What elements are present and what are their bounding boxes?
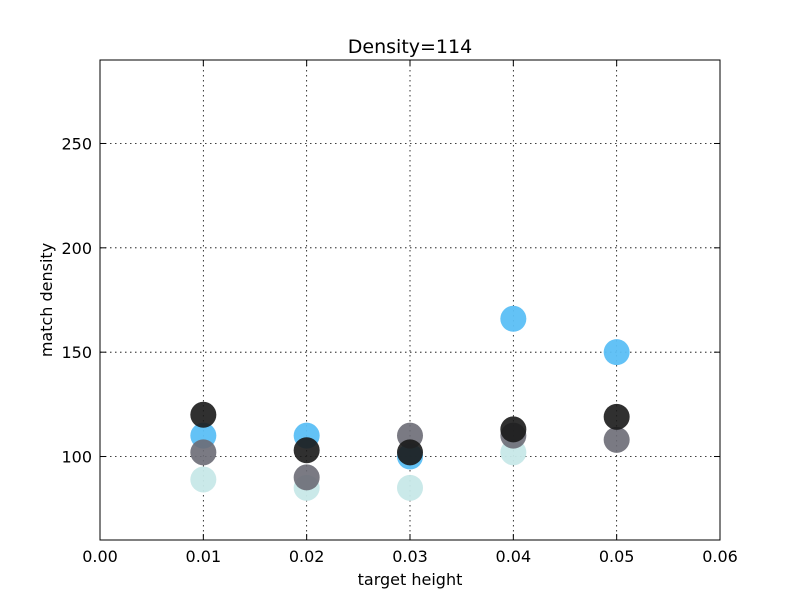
- x-tick-label: 0.06: [702, 547, 738, 566]
- data-point-series-2: [190, 439, 217, 466]
- x-tick-label: 0.04: [496, 547, 532, 566]
- data-point-series-1: [500, 305, 527, 332]
- axis-ticks: 0.00 0.01 0.02 0.03 0.04 0.05 0.06 100 150 200 250: [61, 60, 738, 566]
- data-point-series-3: [397, 439, 423, 466]
- x-tick-label: 0.02: [289, 547, 325, 566]
- data-point-series-3: [293, 437, 320, 464]
- chart-title: Density=114: [348, 36, 472, 58]
- data-point-series-2: [603, 426, 630, 453]
- data-points: [190, 305, 630, 501]
- data-point-series-3: [603, 403, 630, 430]
- y-tick-label: 150: [61, 343, 92, 362]
- data-point-series-3: [500, 416, 527, 443]
- data-point-series-2: [293, 464, 320, 491]
- data-point-series-0: [397, 474, 423, 501]
- y-tick-label: 100: [61, 448, 92, 467]
- data-point-series-0: [190, 466, 217, 493]
- y-tick-label: 200: [61, 239, 92, 258]
- y-axis-label: match density: [37, 243, 56, 357]
- y-tick-label: 250: [61, 134, 92, 153]
- data-point-series-1: [603, 339, 630, 366]
- x-tick-label: 0.00: [82, 547, 118, 566]
- x-tick-label: 0.03: [392, 547, 428, 566]
- data-point-series-3: [190, 401, 217, 428]
- x-axis-label: target height: [358, 570, 463, 589]
- x-tick-label: 0.01: [186, 547, 222, 566]
- x-tick-label: 0.05: [599, 547, 635, 566]
